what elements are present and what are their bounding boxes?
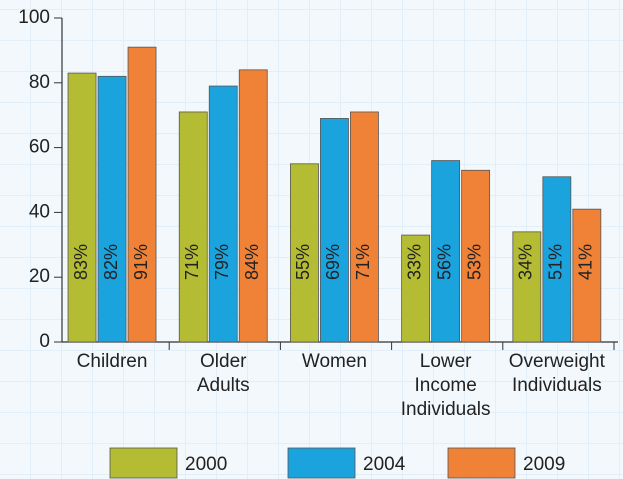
bar bbox=[572, 208, 602, 343]
value-label: 53% bbox=[464, 244, 484, 280]
value-label: 71% bbox=[353, 244, 373, 280]
bar bbox=[431, 160, 461, 343]
value-label: 71% bbox=[182, 244, 202, 280]
legend-label: 2009 bbox=[523, 454, 565, 475]
value-label: 56% bbox=[434, 244, 454, 280]
value-label: 69% bbox=[323, 244, 343, 280]
legend-label: 2004 bbox=[363, 454, 406, 475]
value-label: 82% bbox=[101, 244, 121, 280]
legend-swatch bbox=[447, 447, 516, 479]
value-label: 79% bbox=[212, 244, 232, 280]
bar bbox=[542, 176, 572, 343]
value-label: 34% bbox=[516, 244, 536, 280]
value-label: 55% bbox=[293, 244, 313, 280]
legend-swatch bbox=[287, 447, 356, 479]
y-tick-label: 100 bbox=[18, 7, 50, 28]
y-tick-label: 20 bbox=[29, 266, 50, 287]
y-tick-label: 80 bbox=[29, 72, 50, 93]
y-tick-label: 60 bbox=[29, 137, 50, 158]
value-label: 91% bbox=[131, 244, 151, 280]
bar bbox=[127, 46, 157, 343]
y-tick-label: 0 bbox=[39, 331, 50, 352]
bar bbox=[238, 69, 268, 343]
value-label: 41% bbox=[576, 244, 596, 280]
bar bbox=[97, 75, 127, 343]
bar bbox=[320, 118, 349, 343]
value-label: 51% bbox=[546, 244, 566, 280]
value-label: 83% bbox=[71, 244, 91, 280]
legend-swatch bbox=[109, 447, 178, 479]
x-tick-label: Children bbox=[77, 351, 148, 372]
x-tick-label: Overweight Individuals bbox=[509, 351, 606, 396]
bar bbox=[461, 169, 491, 343]
x-tick-label: Older Adults bbox=[197, 351, 250, 396]
y-tick-label: 40 bbox=[29, 201, 50, 222]
bar bbox=[67, 72, 97, 343]
bar bbox=[178, 111, 208, 343]
value-label: 84% bbox=[242, 244, 262, 280]
bar bbox=[350, 111, 379, 343]
bar bbox=[208, 85, 238, 343]
bar bbox=[401, 234, 431, 343]
bar bbox=[290, 163, 319, 343]
value-label: 33% bbox=[404, 244, 424, 280]
x-tick-label: Women bbox=[302, 351, 367, 372]
legend-label: 2000 bbox=[185, 454, 227, 475]
bar bbox=[512, 231, 542, 343]
x-tick-label: Lower Income Individuals bbox=[401, 351, 491, 420]
